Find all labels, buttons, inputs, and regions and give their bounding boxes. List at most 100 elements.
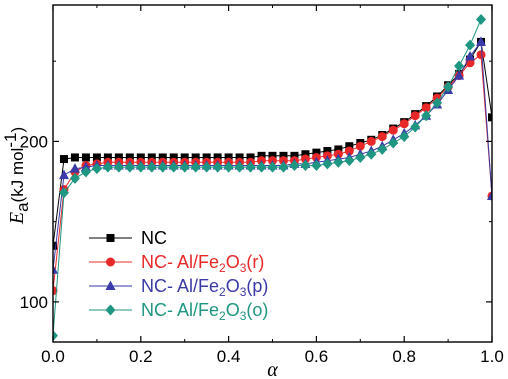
data-point — [58, 169, 69, 180]
data-point — [91, 163, 102, 175]
legend: NC NC- Al/Fe2O3(r)NC- Al/Fe2O3(p)NC- Al/F… — [89, 228, 268, 323]
data-point — [180, 153, 189, 162]
data-point — [344, 146, 354, 156]
data-point — [213, 153, 222, 162]
data-point — [135, 161, 146, 173]
data-point — [432, 97, 443, 109]
data-point — [476, 36, 487, 46]
data-point — [289, 159, 300, 171]
data-point — [179, 161, 190, 173]
data-point — [421, 103, 431, 113]
data-point — [190, 161, 201, 173]
data-point — [257, 151, 266, 160]
data-point — [410, 111, 420, 121]
data-point — [169, 153, 178, 162]
data-point — [388, 125, 398, 135]
data-point — [388, 137, 399, 149]
data-point — [410, 121, 421, 133]
data-point — [224, 153, 233, 162]
legend-label: NC- Al/Fe2O3(r) — [141, 252, 264, 275]
x-tick-label: 0.8 — [392, 347, 416, 366]
y-label-symbol: E — [6, 212, 28, 225]
data-point — [344, 155, 355, 167]
y-tick-label: 200 — [20, 132, 48, 151]
data-point — [58, 187, 69, 199]
legend-label: NC- Al/Fe2O3(p) — [141, 276, 268, 299]
y-label-close: ) — [8, 127, 27, 133]
data-point — [92, 153, 101, 162]
data-point — [124, 161, 135, 173]
x-tick-label: 1.0 — [480, 347, 504, 366]
data-point — [147, 153, 156, 162]
data-point — [157, 161, 168, 173]
data-point — [136, 153, 145, 162]
data-point — [234, 161, 245, 173]
series-line-3 — [53, 19, 482, 336]
data-point — [246, 153, 255, 162]
data-point — [290, 151, 299, 160]
x-tick-label: 0.0 — [41, 347, 65, 366]
x-tick-label: 0.6 — [305, 347, 329, 366]
legend-item-1: NC- Al/Fe2O3(r) — [89, 252, 264, 275]
legend-item-0: NC — [89, 228, 167, 248]
data-point — [300, 159, 311, 171]
data-point — [245, 161, 256, 173]
plot-frame — [52, 4, 493, 343]
data-point — [53, 264, 58, 274]
data-point — [146, 161, 157, 173]
data-point — [323, 147, 332, 156]
legend-item-2: NC- Al/Fe2O3(p) — [89, 276, 268, 299]
data-point — [212, 161, 223, 173]
data-point — [334, 145, 343, 154]
data-point — [59, 155, 68, 164]
data-point — [377, 143, 388, 155]
series-line-0 — [53, 40, 492, 246]
data-point — [103, 153, 112, 162]
data-point — [235, 153, 244, 162]
plot-area — [53, 13, 492, 342]
legend-marker — [105, 304, 116, 316]
data-point — [322, 158, 333, 170]
data-point — [421, 110, 432, 122]
data-point — [454, 70, 465, 80]
data-point — [69, 172, 80, 184]
series-3 — [53, 13, 487, 342]
y-label-exponent: -1 — [1, 133, 20, 148]
legend-marker — [106, 234, 115, 242]
data-point — [201, 161, 212, 173]
data-point — [366, 148, 377, 160]
data-point — [80, 161, 91, 172]
data-point — [345, 142, 354, 151]
data-point — [377, 132, 387, 142]
data-point — [301, 150, 310, 159]
data-point — [443, 81, 454, 93]
data-point — [476, 50, 486, 60]
data-point — [312, 148, 321, 157]
data-point — [114, 153, 123, 162]
data-point — [267, 161, 278, 173]
data-point — [69, 163, 80, 173]
data-point — [158, 153, 167, 162]
data-point — [476, 13, 487, 25]
data-point — [191, 153, 200, 162]
data-point — [102, 161, 113, 173]
data-point — [465, 39, 476, 51]
data-point — [465, 50, 476, 61]
data-point — [355, 151, 366, 163]
data-point — [488, 113, 492, 122]
y-tick-label: 100 — [20, 293, 48, 312]
data-point — [53, 330, 58, 342]
data-point — [113, 161, 124, 173]
data-point — [311, 159, 322, 171]
x-tick-label: 0.2 — [129, 347, 153, 366]
data-point — [268, 151, 277, 160]
data-point — [223, 161, 234, 173]
legend-marker — [105, 280, 116, 290]
series-line-1 — [53, 53, 492, 291]
data-point — [399, 119, 409, 129]
data-point — [454, 60, 465, 72]
data-point — [366, 136, 376, 146]
x-tick-label: 0.4 — [217, 347, 241, 366]
data-point — [487, 190, 492, 200]
legend-label: NC — [141, 228, 167, 248]
